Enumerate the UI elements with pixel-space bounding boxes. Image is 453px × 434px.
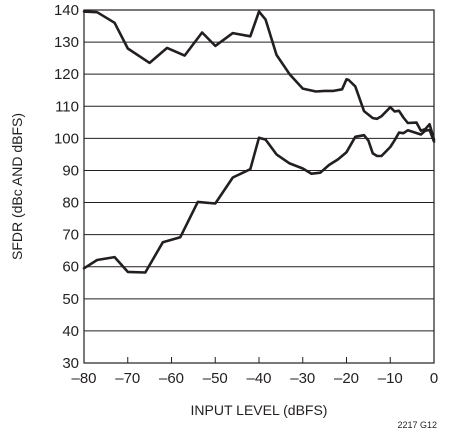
y-tick-label: 50: [62, 291, 79, 308]
x-tick-label: –10: [378, 370, 403, 387]
y-tick-label: 70: [62, 227, 79, 244]
x-tick-label: –60: [159, 370, 184, 387]
series-group: [82, 10, 436, 274]
x-tick-label: 0: [430, 370, 438, 387]
y-tick-label: 30: [62, 355, 79, 372]
x-tick-label: –50: [203, 370, 228, 387]
figure-id: 2217 G12: [397, 420, 437, 430]
y-tick-label: 120: [54, 66, 79, 83]
y-axis-title: SFDR (dBc AND dBFS): [9, 113, 25, 260]
grid: [84, 41, 434, 332]
y-tick-label: 40: [62, 323, 79, 340]
y-tick-label: 90: [62, 162, 79, 179]
y-tick-label: 110: [55, 98, 79, 115]
y-tick-label: 100: [54, 130, 79, 147]
x-tick-label: –70: [115, 370, 140, 387]
y-tick-label: 140: [54, 2, 79, 19]
x-axis-title: INPUT LEVEL (dBFS): [191, 402, 328, 418]
x-tick-label: –30: [290, 370, 315, 387]
y-axis-ticks: 30 40 50 60 70 80 90 100 110 120 130 140: [54, 2, 79, 372]
x-axis-ticks: –80 –70 –60 –50 –40 –30 –20 –10 0: [71, 357, 438, 387]
x-tick-label: –20: [334, 370, 359, 387]
series-line-upper: [82, 10, 436, 141]
x-tick-label: –80: [71, 370, 96, 387]
series-line-lower: [82, 128, 436, 274]
plot-frame: [83, 9, 435, 364]
y-tick-label: 80: [62, 195, 79, 212]
x-tick-label: –40: [246, 370, 271, 387]
y-tick-label: 60: [62, 259, 79, 276]
y-tick-label: 130: [54, 34, 79, 51]
